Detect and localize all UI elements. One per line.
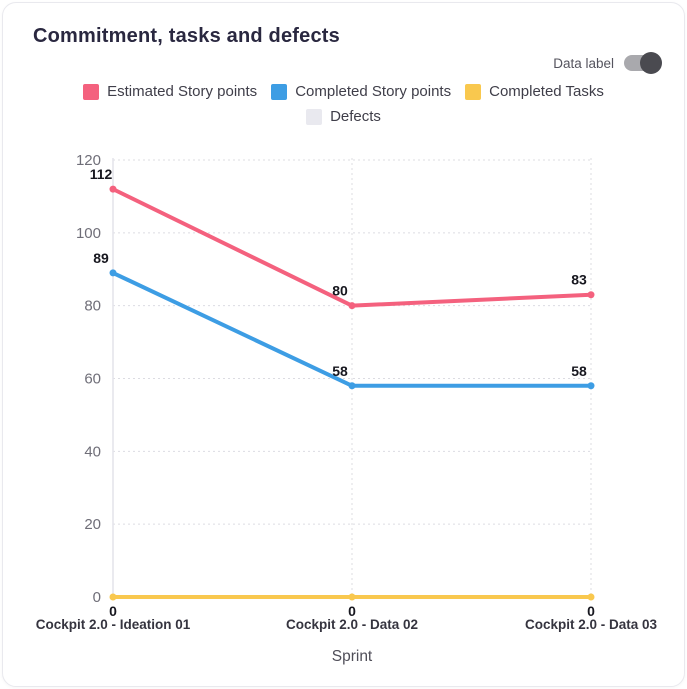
- x-axis-title: Sprint: [332, 648, 373, 665]
- x-category-label: Cockpit 2.0 - Ideation 01: [36, 617, 191, 632]
- data-point: [587, 382, 595, 390]
- data-point: [587, 291, 595, 299]
- legend-label: Completed Story points: [295, 83, 452, 100]
- legend-swatch-icon: [271, 83, 288, 100]
- y-tick-label: 120: [76, 152, 101, 169]
- value-label: 58: [332, 363, 348, 379]
- legend-item-2[interactable]: Completed Tasks: [465, 83, 604, 100]
- legend-item-1[interactable]: Completed Story points: [271, 83, 451, 100]
- value-label: 0: [348, 603, 356, 619]
- y-tick-label: 20: [84, 516, 101, 533]
- data-point: [587, 593, 595, 601]
- value-label: 0: [587, 603, 595, 619]
- data-point: [348, 382, 356, 390]
- chart-title: Commitment, tasks and defects: [33, 25, 340, 47]
- legend-swatch-icon: [83, 83, 100, 100]
- data-point: [348, 302, 356, 310]
- legend-item-0[interactable]: Estimated Story points: [83, 83, 257, 100]
- value-label: 89: [93, 250, 109, 266]
- data-point: [348, 593, 356, 601]
- chart-area: 0 20 40 60 80 100 120 112 80 83 89 58 58 0 0 0 Cockpit 2…: [3, 146, 684, 686]
- data-point: [109, 185, 117, 193]
- y-tick-label: 40: [84, 443, 101, 460]
- value-label: 80: [332, 283, 348, 299]
- chart-legend: Estimated Story points Completed Story po…: [43, 83, 644, 125]
- y-tick-label: 60: [84, 371, 101, 388]
- y-tick-label: 100: [76, 225, 101, 242]
- value-label: 112: [90, 166, 113, 182]
- x-category-label: Cockpit 2.0 - Data 02: [286, 617, 418, 632]
- data-label-toggle[interactable]: [624, 52, 662, 74]
- data-point: [109, 269, 117, 277]
- toggle-knob: [640, 52, 662, 74]
- value-label: 0: [109, 603, 117, 619]
- y-tick-label: 0: [93, 589, 101, 606]
- value-label: 58: [571, 363, 587, 379]
- y-tick-label: 80: [84, 298, 101, 315]
- legend-label: Defects: [330, 108, 381, 125]
- legend-item-3[interactable]: Defects: [306, 108, 381, 125]
- legend-label: Estimated Story points: [107, 83, 258, 100]
- data-label-toggle-row: Data label: [553, 52, 662, 74]
- data-point: [109, 593, 117, 601]
- x-category-label: Cockpit 2.0 - Data 03: [525, 617, 658, 632]
- value-label: 83: [571, 272, 587, 288]
- legend-swatch-icon: [306, 108, 323, 125]
- data-label-toggle-label: Data label: [553, 55, 614, 71]
- legend-label: Completed Tasks: [489, 83, 604, 100]
- legend-swatch-icon: [465, 83, 482, 100]
